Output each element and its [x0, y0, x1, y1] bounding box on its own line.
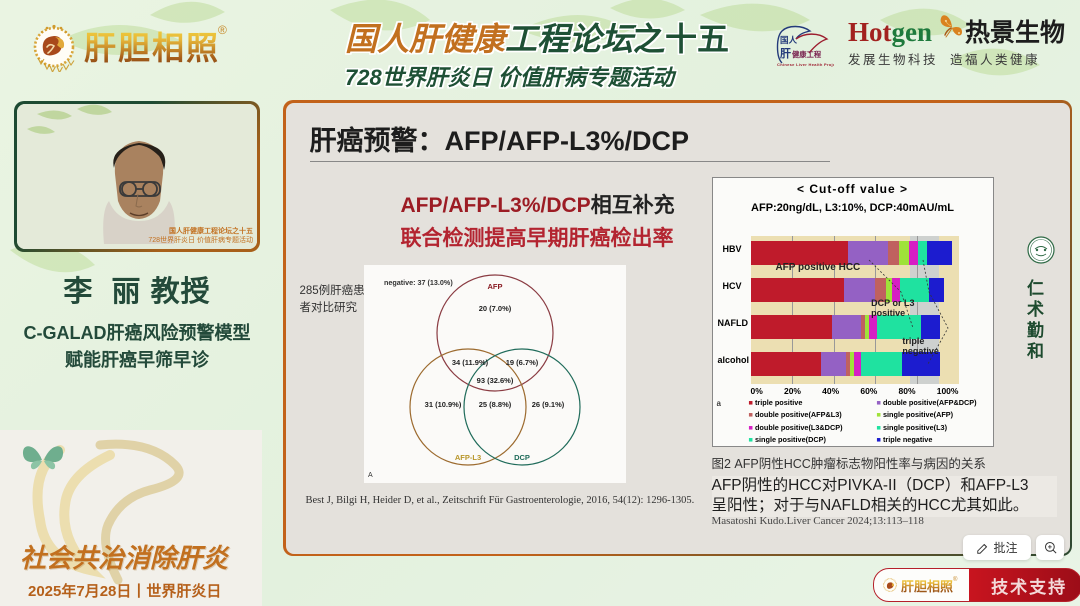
svg-text:26 (9.1%): 26 (9.1%) [531, 400, 564, 409]
svg-text:A: A [368, 472, 373, 479]
svg-text:AFP: AFP [487, 282, 502, 291]
svg-text:20 (7.0%): 20 (7.0%) [478, 304, 511, 313]
svg-text:25 (8.8%): 25 (8.8%) [478, 400, 511, 409]
svg-text:19 (6.7%): 19 (6.7%) [505, 358, 538, 367]
svg-text:Chinese Liver Health Project: Chinese Liver Health Project [777, 62, 834, 67]
svg-text:肝: 肝 [780, 47, 791, 60]
svg-text:93 (32.6%): 93 (32.6%) [476, 376, 513, 385]
svg-text:DCP: DCP [514, 453, 530, 462]
svg-text:国人: 国人 [780, 35, 798, 45]
svg-text:34 (11.9%): 34 (11.9%) [451, 358, 488, 367]
svg-text:negative: 37 (13.0%): negative: 37 (13.0%) [384, 278, 453, 287]
svg-text:AFP-L3: AFP-L3 [454, 453, 480, 462]
svg-text:31 (10.9%): 31 (10.9%) [424, 400, 461, 409]
svg-text:健康工程: 健康工程 [792, 50, 822, 59]
